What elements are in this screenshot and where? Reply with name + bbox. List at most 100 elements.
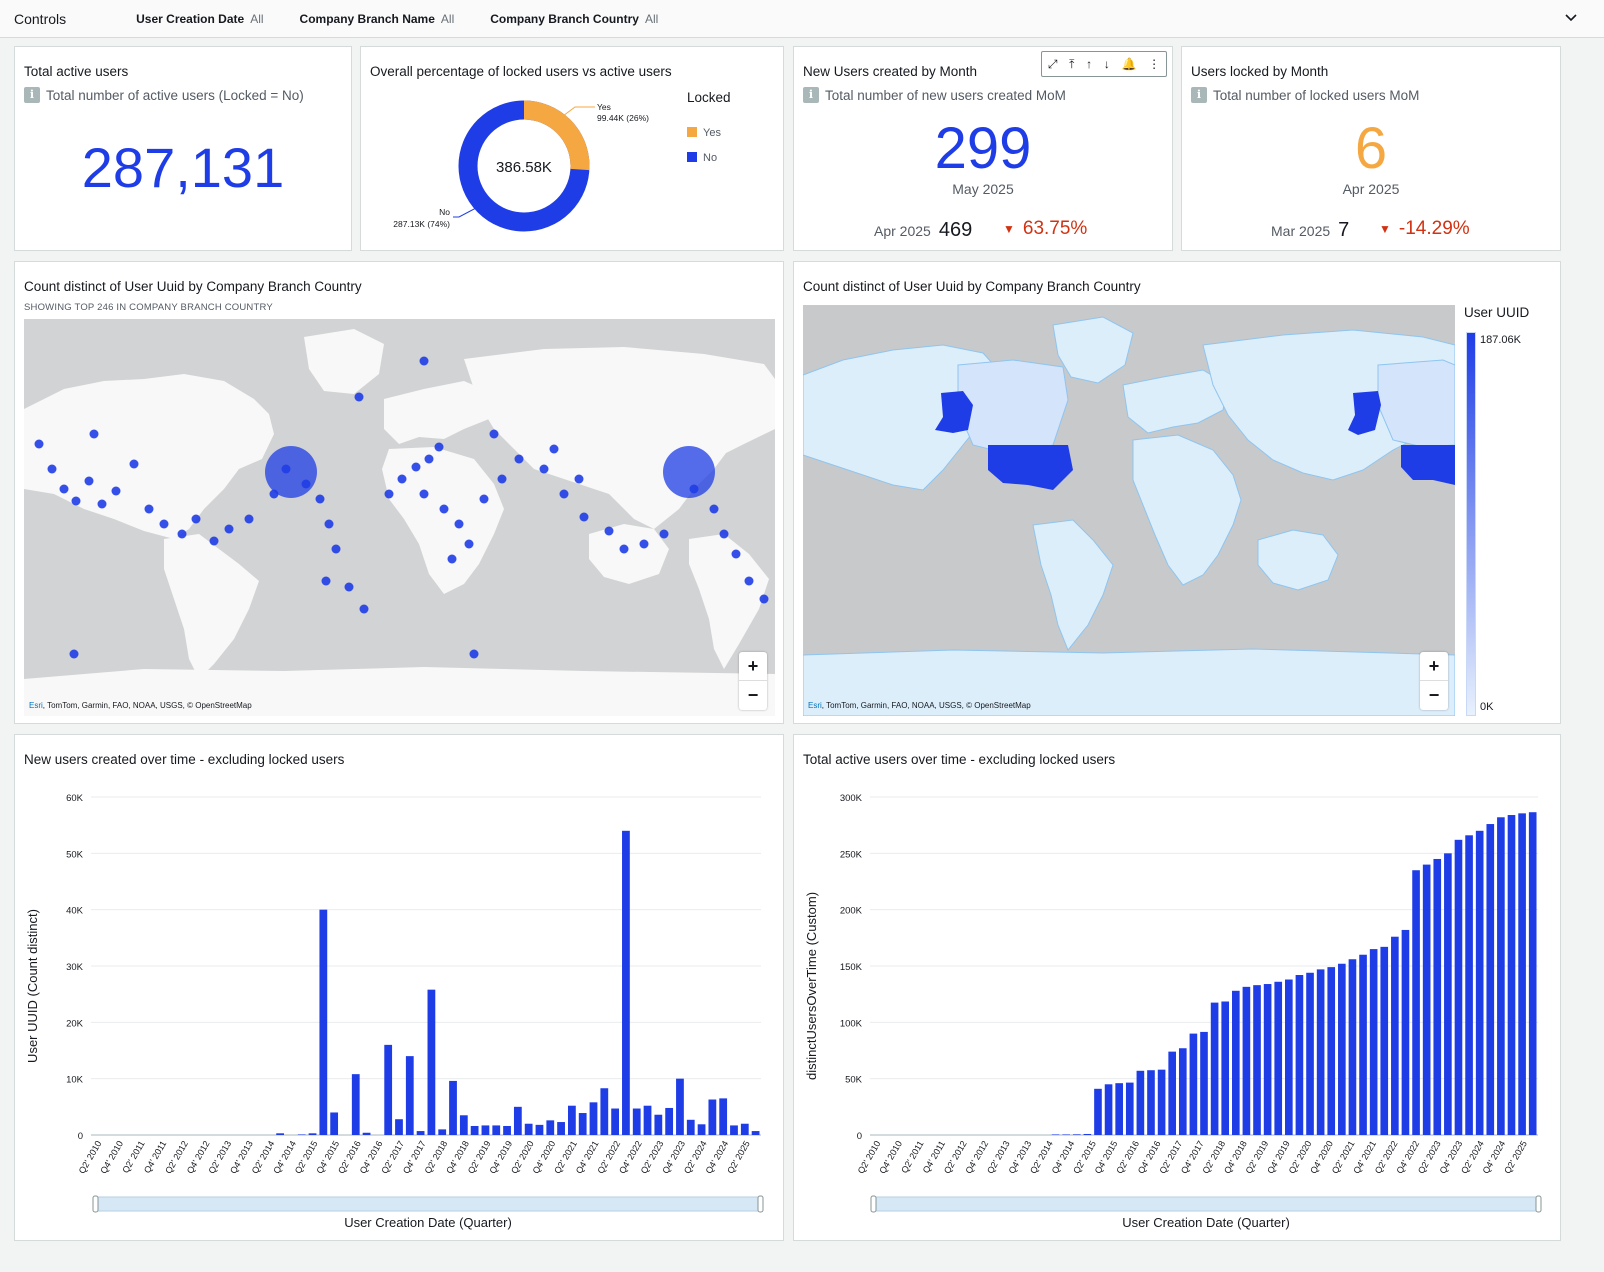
move-top-icon[interactable]: ⤒ [1069, 56, 1075, 71]
bar[interactable] [1104, 1084, 1113, 1135]
bar[interactable] [1295, 975, 1304, 1135]
map-point[interactable] [129, 459, 139, 469]
map-point[interactable] [759, 594, 769, 604]
bar[interactable] [1528, 812, 1537, 1135]
map-point[interactable] [424, 454, 434, 464]
map-point[interactable] [344, 582, 354, 592]
bar[interactable] [470, 1125, 479, 1135]
bar[interactable] [730, 1125, 738, 1135]
map-point-large[interactable] [663, 446, 715, 498]
map-point[interactable] [321, 576, 331, 586]
canada-left[interactable] [957, 359, 1069, 456]
bar[interactable] [1263, 984, 1272, 1135]
bar[interactable] [1200, 1031, 1208, 1135]
bar[interactable] [1115, 1083, 1123, 1135]
bar[interactable] [654, 1114, 663, 1135]
alaska-right[interactable] [1348, 391, 1381, 435]
map-point[interactable] [324, 519, 334, 529]
bar[interactable] [1348, 959, 1357, 1135]
zoom-out-button[interactable]: − [1428, 685, 1440, 705]
map-point[interactable] [604, 526, 614, 536]
range-slider-handle-right[interactable] [1535, 1195, 1542, 1213]
map-point[interactable] [464, 539, 474, 549]
bar[interactable] [1189, 1033, 1198, 1135]
bar[interactable] [1359, 954, 1367, 1135]
map-point[interactable] [579, 512, 589, 522]
map-point[interactable] [419, 489, 429, 499]
bar[interactable] [416, 1131, 425, 1135]
map-point[interactable] [619, 544, 629, 554]
bar[interactable] [1062, 1134, 1070, 1135]
bar[interactable] [481, 1125, 490, 1135]
bar[interactable] [535, 1124, 544, 1135]
bar[interactable] [1401, 929, 1410, 1135]
alaska-left[interactable] [935, 391, 973, 433]
usa-right[interactable] [1401, 445, 1455, 485]
map-point[interactable] [244, 514, 254, 524]
bar[interactable] [319, 909, 328, 1135]
bar[interactable] [1497, 817, 1505, 1135]
legend-label-no[interactable]: No [703, 152, 717, 164]
range-slider-handle-left[interactable] [870, 1195, 877, 1213]
bar[interactable] [1306, 972, 1314, 1135]
esri-link[interactable]: Esri [808, 701, 822, 710]
esri-link[interactable]: Esri [29, 701, 43, 710]
map-point[interactable] [144, 504, 154, 514]
map-point[interactable] [89, 429, 99, 439]
bar[interactable] [513, 1106, 522, 1135]
map-point[interactable] [69, 649, 79, 659]
map-point[interactable] [315, 494, 325, 504]
range-slider-track[interactable] [94, 1196, 762, 1212]
points-map[interactable]: + − Esri, TomTom, Garmin, FAO, NOAA, USG… [24, 319, 775, 716]
chevron-down-icon[interactable] [1564, 11, 1578, 25]
bar[interactable] [1444, 853, 1452, 1135]
range-slider-handle-left[interactable] [92, 1195, 99, 1213]
bar[interactable] [330, 1112, 339, 1135]
bar[interactable] [1391, 936, 1399, 1135]
map-point[interactable] [59, 484, 69, 494]
donut-slice-yes[interactable] [458, 100, 590, 232]
bar[interactable] [665, 1107, 674, 1135]
bar[interactable] [751, 1131, 760, 1135]
bar[interactable] [676, 1078, 684, 1135]
map-point[interactable] [447, 554, 457, 564]
map-point[interactable] [34, 439, 44, 449]
bar[interactable] [384, 1044, 393, 1135]
map-point[interactable] [497, 474, 507, 484]
map-point[interactable] [419, 356, 429, 366]
filter-company-branch-name[interactable]: Company Branch Name All [300, 12, 455, 26]
bar[interactable] [427, 989, 436, 1135]
bar[interactable] [1327, 967, 1336, 1135]
expand-icon[interactable]: ⤢ [1047, 56, 1058, 71]
zoom-in-button[interactable]: + [1420, 652, 1448, 681]
map-point[interactable] [191, 514, 201, 524]
map-point[interactable] [97, 499, 107, 509]
filled-map-canvas[interactable] [803, 305, 1455, 716]
bar[interactable] [524, 1123, 533, 1135]
bar[interactable] [1157, 1069, 1166, 1135]
bar[interactable] [567, 1105, 576, 1135]
bar[interactable] [1094, 1088, 1102, 1135]
bar[interactable] [578, 1113, 587, 1135]
bar[interactable] [1433, 858, 1442, 1135]
bar[interactable] [1338, 963, 1346, 1135]
map-point[interactable] [224, 524, 234, 534]
bar[interactable] [1412, 870, 1420, 1135]
range-slider-track[interactable] [872, 1196, 1540, 1212]
bar[interactable] [1475, 830, 1484, 1135]
map-point[interactable] [719, 529, 729, 539]
map-point-large[interactable] [265, 446, 317, 498]
filled-map[interactable]: + − Esri, TomTom, Garmin, FAO, NOAA, USG… [803, 305, 1455, 716]
more-menu-icon[interactable]: ⋮ [1148, 57, 1161, 71]
bar[interactable] [276, 1133, 285, 1135]
bar[interactable] [503, 1125, 511, 1135]
zoom-in-button[interactable]: + [739, 652, 767, 681]
bar[interactable] [1178, 1048, 1187, 1135]
map-point[interactable] [539, 464, 549, 474]
bar[interactable] [1210, 1002, 1219, 1135]
map-point[interactable] [177, 529, 187, 539]
map-point[interactable] [354, 392, 364, 402]
zoom-out-button[interactable]: − [747, 685, 759, 705]
map-point[interactable] [331, 544, 341, 554]
bar[interactable] [600, 1088, 609, 1135]
